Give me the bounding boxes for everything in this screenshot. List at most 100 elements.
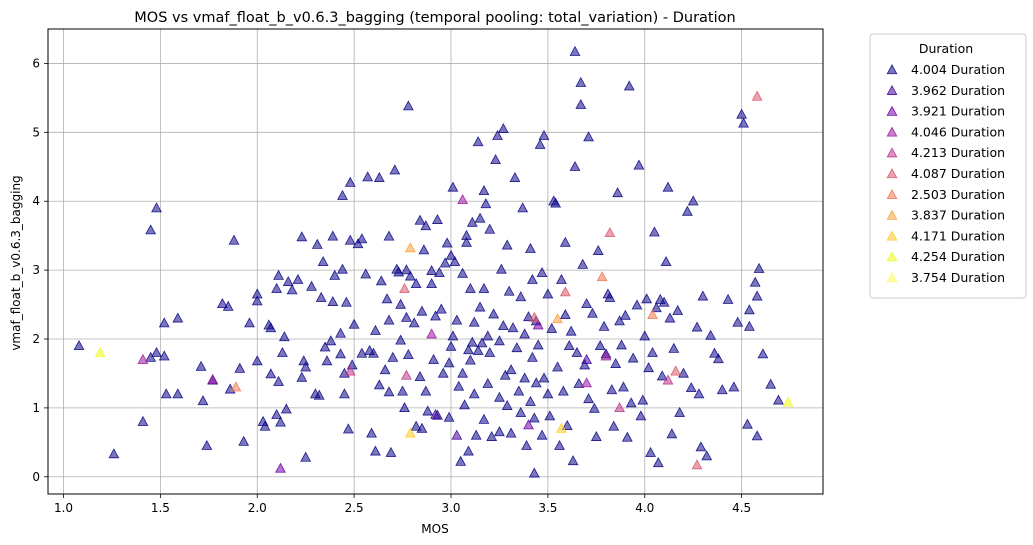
data-point (612, 187, 624, 198)
data-point (577, 258, 589, 269)
data-point (321, 355, 333, 366)
data-point (408, 317, 420, 328)
data-point (596, 271, 608, 282)
legend-label: 4.046 Duration (911, 124, 1005, 139)
data-point (342, 423, 354, 434)
data-point (757, 348, 769, 359)
data-point (559, 236, 571, 247)
data-point (360, 268, 372, 279)
data-point (428, 353, 439, 364)
legend-box (869, 33, 1027, 299)
data-point (348, 318, 360, 329)
data-point (280, 403, 292, 414)
data-point (581, 353, 593, 364)
data-point (583, 131, 594, 142)
data-point (265, 322, 277, 333)
data-point (420, 220, 432, 231)
data-point (674, 406, 686, 417)
data-point (172, 312, 184, 323)
data-point (614, 402, 625, 413)
data-point (399, 402, 410, 413)
data-point (160, 388, 172, 399)
data-point (381, 293, 393, 304)
data-point (466, 336, 478, 347)
y-tick-label: 1 (32, 401, 40, 415)
data-point (277, 346, 288, 357)
data-point (515, 291, 527, 302)
data-point (658, 296, 670, 307)
data-point (528, 412, 540, 423)
data-point (509, 171, 521, 182)
data-point (387, 351, 399, 362)
data-point (581, 298, 593, 309)
legend-label: 2.503 Duration (911, 187, 1005, 202)
data-point (340, 296, 352, 307)
data-point (352, 238, 364, 249)
data-point (449, 256, 461, 266)
data-point (525, 242, 536, 253)
data-point (728, 381, 740, 392)
data-point (443, 411, 455, 422)
data-point (366, 427, 377, 438)
data-point (579, 359, 591, 370)
data-point (751, 290, 763, 301)
data-point (401, 369, 412, 380)
data-point (410, 278, 422, 289)
data-point (344, 234, 356, 245)
data-point (317, 256, 329, 266)
y-tick-label: 3 (32, 263, 40, 277)
data-point (418, 244, 430, 255)
data-point (598, 320, 610, 331)
legend-label: 3.921 Duration (911, 104, 1005, 119)
data-point (383, 386, 395, 397)
data-point (195, 360, 207, 371)
legend-label: 3.962 Duration (911, 83, 1005, 98)
data-point (439, 257, 451, 268)
data-point (625, 397, 637, 408)
data-points (73, 45, 794, 478)
data-point (709, 347, 720, 358)
data-point (383, 314, 395, 325)
data-point (575, 76, 587, 87)
data-point (426, 328, 438, 339)
legend-label: 4.254 Duration (911, 249, 1005, 264)
data-point (472, 344, 484, 355)
data-point (505, 427, 517, 438)
legend-label: 4.213 Duration (911, 145, 1005, 160)
data-point (600, 350, 612, 361)
data-point (271, 282, 283, 293)
data-point (478, 282, 490, 293)
data-point (234, 362, 246, 373)
data-point (501, 399, 513, 410)
data-point (569, 160, 581, 171)
data-point (356, 347, 368, 358)
data-point (681, 205, 693, 216)
data-point (201, 439, 213, 450)
data-point (445, 340, 457, 351)
data-point (639, 330, 651, 341)
data-point (528, 311, 540, 322)
data-point (275, 462, 286, 473)
data-point (782, 396, 794, 407)
data-point (641, 293, 653, 304)
y-tick-label: 2 (32, 332, 40, 346)
y-axis-label: vmaf_float_b_v0.6.3_bagging (9, 175, 23, 350)
data-point (278, 331, 290, 342)
data-point (313, 389, 325, 400)
data-point (495, 263, 507, 274)
data-point (463, 445, 474, 456)
data-point (482, 330, 494, 341)
data-point (137, 353, 149, 364)
data-point (445, 249, 457, 260)
data-point (542, 388, 554, 399)
data-point (649, 226, 660, 237)
data-point (344, 365, 356, 376)
data-point (590, 430, 602, 441)
axis-ticks: 1.0 1.5 2.0 2.5 3.0 3.5 4.0 4.5 0 1 2 3 4 5 6 (32, 56, 751, 515)
data-point (563, 340, 575, 351)
data-point (451, 429, 463, 440)
data-point (513, 385, 525, 396)
data-point (404, 242, 416, 253)
data-point (552, 313, 563, 324)
data-point (273, 269, 284, 280)
